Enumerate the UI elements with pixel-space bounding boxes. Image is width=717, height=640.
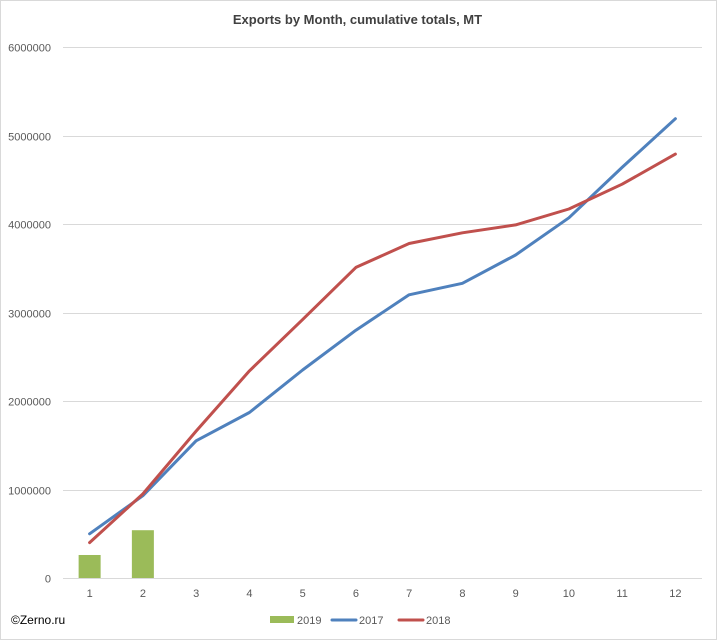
gridlines [63, 47, 702, 579]
y-tick-label: 6000000 [8, 43, 51, 55]
legend: 2019 2017 2018 [270, 615, 450, 627]
x-tick-label: 5 [300, 588, 306, 600]
y-tick-label: 4000000 [8, 220, 51, 232]
y-tick-label: 0 [45, 574, 51, 586]
chart-title: Exports by Month, cumulative totals, MT [232, 12, 483, 27]
y-tick-label: 3000000 [8, 309, 51, 321]
y-tick-label: 1000000 [8, 486, 51, 498]
x-tick-label: 8 [459, 588, 465, 600]
line-series [88, 117, 677, 545]
legend-label: 2017 [359, 615, 383, 627]
legend-label: 2018 [426, 615, 450, 627]
series-line [88, 152, 677, 545]
y-axis-labels: 0 1000000 2000000 3000000 4000000 5000000 6000… [8, 43, 51, 586]
x-tick-label: 7 [406, 588, 412, 600]
y-tick-label: 5000000 [8, 132, 51, 144]
bar-series [78, 530, 154, 578]
x-tick-label: 2 [140, 588, 146, 600]
bar [78, 554, 101, 578]
legend-label: 2019 [297, 615, 321, 627]
x-axis-labels: 1 2 3 4 5 6 7 8 9 10 11 12 [87, 588, 682, 600]
x-tick-label: 10 [563, 588, 575, 600]
x-tick-label: 12 [669, 588, 681, 600]
x-tick-label: 9 [513, 588, 519, 600]
legend-swatch [270, 616, 294, 623]
x-tick-label: 3 [193, 588, 199, 600]
series-line [88, 117, 677, 536]
x-tick-label: 6 [353, 588, 359, 600]
x-tick-label: 1 [87, 588, 93, 600]
x-tick-label: 4 [246, 588, 252, 600]
watermark: ©Zerno.ru [11, 613, 66, 627]
bar [131, 530, 154, 578]
x-tick-label: 11 [616, 588, 627, 600]
y-tick-label: 2000000 [8, 397, 51, 409]
